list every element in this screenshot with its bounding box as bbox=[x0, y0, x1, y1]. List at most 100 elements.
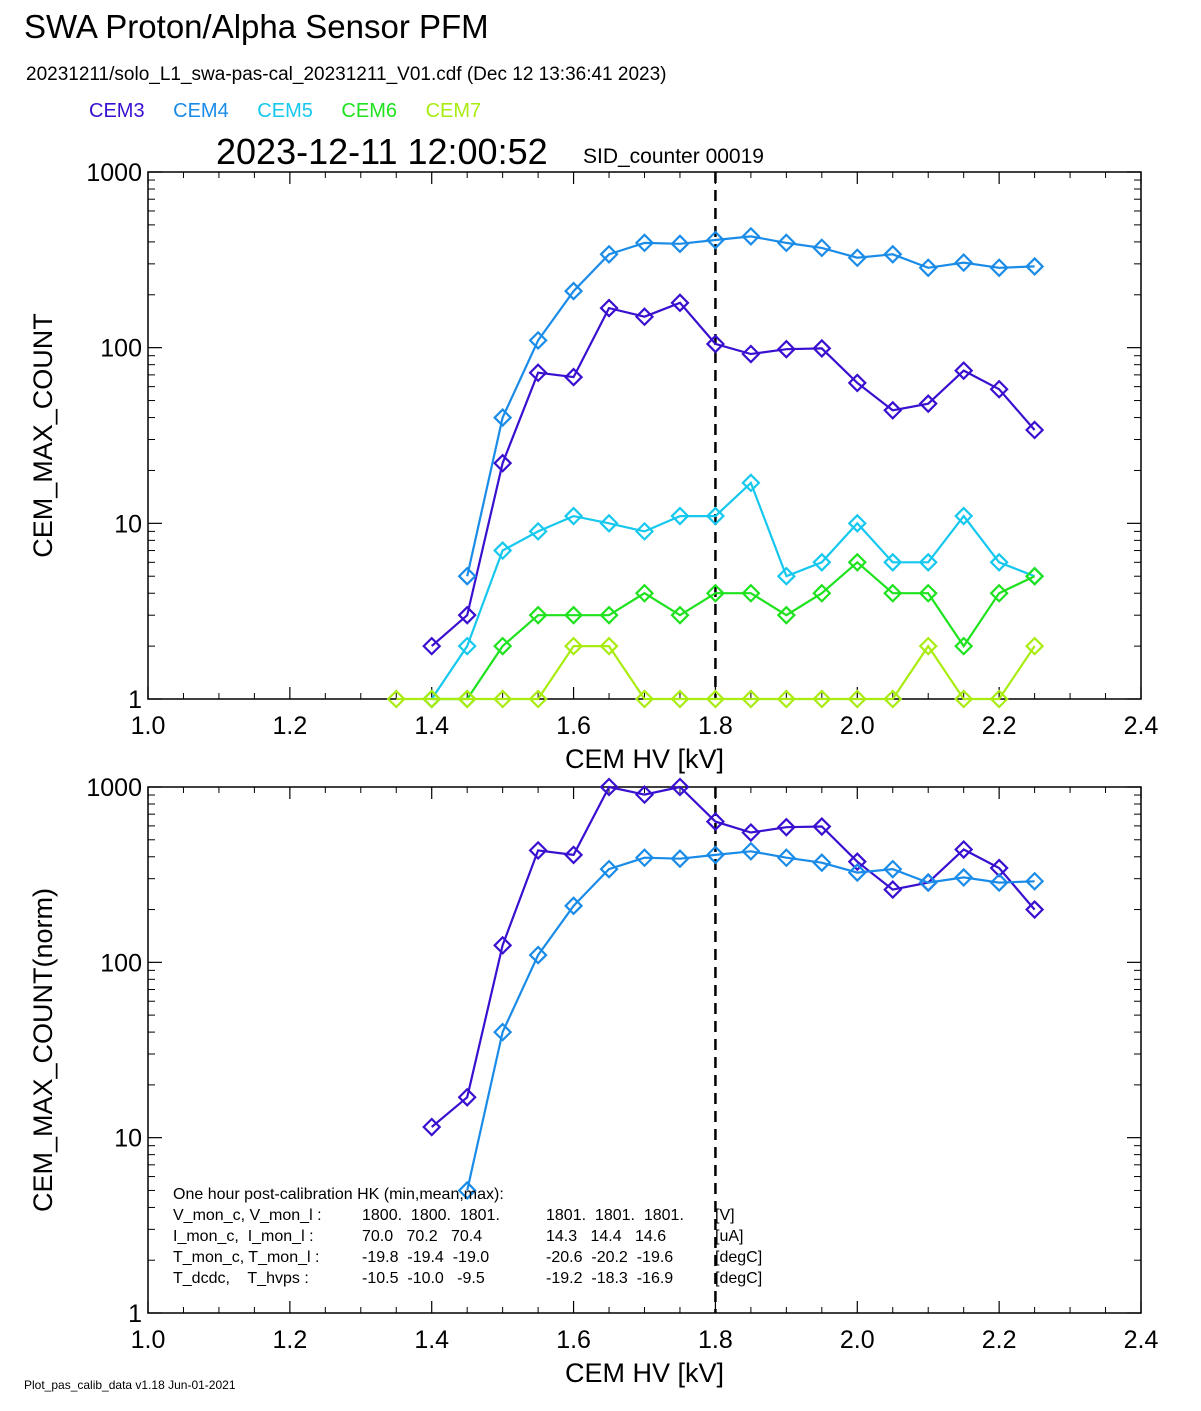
plot2-data-point-cem3 bbox=[422, 1117, 442, 1137]
plot2-data-point-cem3 bbox=[670, 777, 690, 797]
plot1-data-point-cem5 bbox=[564, 506, 584, 526]
plot1-data-point-cem3 bbox=[493, 453, 513, 473]
plot1-data-point-cem3 bbox=[528, 363, 548, 383]
plot1-data-point-cem4 bbox=[528, 330, 548, 350]
plot2-annotation-cell: T_mon_c, T_mon_l : bbox=[173, 1249, 319, 1266]
plot1-xtick-label: 2.2 bbox=[982, 712, 1017, 740]
plot2-data-point-cem4 bbox=[812, 853, 832, 873]
plot2-annotation-cell: 70.0 70.2 70.4 bbox=[362, 1228, 482, 1245]
plot2-annotation-cell: T_dcdc, T_hvps : bbox=[173, 1270, 309, 1287]
plot2-data-point-cem3 bbox=[883, 880, 903, 900]
plot1-data-point-cem7 bbox=[741, 689, 761, 709]
plot2-annotation-cell: -20.6 -20.2 -19.6 bbox=[546, 1249, 673, 1266]
timestamp: 2023-12-11 12:00:52 bbox=[216, 131, 548, 172]
plot1-data-point-cem7 bbox=[989, 689, 1009, 709]
plot2-annotation-cell: 14.3 14.4 14.6 bbox=[546, 1228, 666, 1245]
plot1-data-point-cem6 bbox=[528, 605, 548, 625]
plot1-data-point-cem7 bbox=[705, 689, 725, 709]
footer-version: Plot_pas_calib_data v1.18 Jun-01-2021 bbox=[24, 1378, 236, 1392]
plot1-data-point-cem7 bbox=[812, 689, 832, 709]
plot1-data-point-cem3 bbox=[812, 338, 832, 358]
plot1-xtick-label: 1.8 bbox=[698, 712, 733, 740]
legend-item-cem7: CEM7 bbox=[425, 100, 482, 122]
plot1-data-point-cem4 bbox=[564, 281, 584, 301]
plot2-annotation-heading: One hour post-calibration HK (min,mean,m… bbox=[173, 1186, 504, 1203]
plot2-data-point-cem4 bbox=[776, 848, 796, 868]
file-info: 20231211/solo_L1_swa-pas-cal_20231211_V0… bbox=[26, 64, 667, 85]
plot1-data-point-cem3 bbox=[847, 373, 867, 393]
plot1-data-point-cem7 bbox=[564, 636, 584, 656]
plot1-data-point-cem4 bbox=[918, 258, 938, 278]
plot1-data-point-cem5 bbox=[634, 521, 655, 541]
plot1-data-point-cem4 bbox=[493, 408, 513, 428]
plot2-ytick-label: 100 bbox=[100, 949, 142, 977]
plot1-data-point-cem7 bbox=[847, 689, 867, 709]
plot1-data-point-cem6 bbox=[847, 552, 867, 572]
plot1-data-point-cem3 bbox=[564, 367, 584, 387]
plot2-series-line-cem4 bbox=[466, 850, 1035, 1191]
plot1-xtick-label: 2.4 bbox=[1124, 712, 1159, 740]
plot1-xtick-label: 1.2 bbox=[272, 712, 307, 740]
plot1-data-point-cem5 bbox=[989, 552, 1009, 572]
plot1-data-point-cem5 bbox=[847, 513, 867, 533]
plot1-data-point-cem3 bbox=[422, 636, 442, 656]
plot1-series-line-cem3 bbox=[430, 301, 1036, 647]
legend-item-cem6: CEM6 bbox=[341, 100, 397, 122]
plot1-data-point-cem3 bbox=[634, 307, 655, 327]
plot2-xtick-label: 2.2 bbox=[982, 1326, 1017, 1354]
plot1-data-point-cem7 bbox=[883, 689, 903, 709]
plot1-data-point-cem4 bbox=[1025, 256, 1045, 276]
plot2-data-point-cem3 bbox=[599, 777, 619, 797]
sid-counter: SID_counter 00019 bbox=[583, 145, 764, 168]
plot1-data-point-cem6 bbox=[989, 583, 1009, 603]
plot1-data-point-cem4 bbox=[989, 258, 1009, 278]
plot1-data-point-cem4 bbox=[599, 244, 619, 264]
plot1-data-point-cem6 bbox=[883, 583, 903, 603]
plot2-xtick-label: 1.0 bbox=[131, 1326, 166, 1354]
plot1-data-point-cem3 bbox=[670, 293, 690, 313]
plot2-data-point-cem4 bbox=[705, 845, 725, 865]
plot1-data-point-cem7 bbox=[776, 689, 796, 709]
legend-item-cem4: CEM4 bbox=[173, 100, 229, 122]
plot2-ytick-label: 10 bbox=[114, 1125, 142, 1153]
plot1-ytick-label: 1000 bbox=[86, 159, 142, 187]
plot1-data-point-cem7 bbox=[599, 636, 619, 656]
plot1-data-point-cem4 bbox=[705, 230, 725, 250]
plot1-data-point-cem7 bbox=[422, 689, 442, 709]
plot2-data-point-cem4 bbox=[599, 859, 619, 879]
plot1-xtick-label: 1.6 bbox=[556, 712, 591, 740]
plot2-data-point-cem3 bbox=[493, 935, 513, 955]
plot1-data-point-cem5 bbox=[883, 552, 903, 572]
plot2-data-point-cem4 bbox=[989, 873, 1009, 893]
plot1-data-point-cem3 bbox=[741, 344, 761, 364]
plot2-annotation-cell: [uA] bbox=[715, 1228, 743, 1245]
plot1-data-point-cem4 bbox=[634, 233, 655, 253]
plot1-data-point-cem7 bbox=[457, 689, 477, 709]
plot1-series-line-cem6 bbox=[431, 560, 1036, 701]
plot1-data-point-cem5 bbox=[705, 506, 725, 526]
plot2-annotation-cell: 1800. 1800. 1801. bbox=[362, 1207, 500, 1224]
plot2-data-point-cem4 bbox=[741, 841, 761, 861]
plot1-data-point-cem4 bbox=[847, 248, 867, 268]
plot2-data-point-cem4 bbox=[883, 859, 903, 879]
plot1-ytick-label: 10 bbox=[114, 510, 142, 538]
plot1-data-point-cem4 bbox=[457, 566, 477, 586]
plot1-series-line-cem4 bbox=[466, 235, 1035, 577]
plot1-data-point-cem5 bbox=[457, 636, 477, 656]
plot2-x-axis-title: CEM HV [kV] bbox=[565, 1358, 724, 1388]
plot1-data-point-cem7 bbox=[528, 689, 548, 709]
plot1-series-line-cem7 bbox=[396, 644, 1036, 701]
plot1-data-point-cem3 bbox=[989, 379, 1009, 399]
plot1-data-point-cem6 bbox=[918, 583, 938, 603]
plot2-data-point-cem3 bbox=[634, 785, 655, 805]
plot1-data-point-cem3 bbox=[954, 361, 974, 381]
plot1-data-point-cem6 bbox=[599, 605, 619, 625]
plot2-data-point-cem4 bbox=[564, 896, 584, 916]
plot1-data-point-cem5 bbox=[812, 552, 832, 572]
plot1-data-point-cem4 bbox=[883, 244, 903, 264]
plot2-data-point-cem4 bbox=[670, 849, 690, 869]
plot1-data-point-cem3 bbox=[599, 298, 619, 318]
plot1-data-point-cem6 bbox=[493, 636, 513, 656]
plot2-data-point-cem3 bbox=[812, 816, 832, 837]
